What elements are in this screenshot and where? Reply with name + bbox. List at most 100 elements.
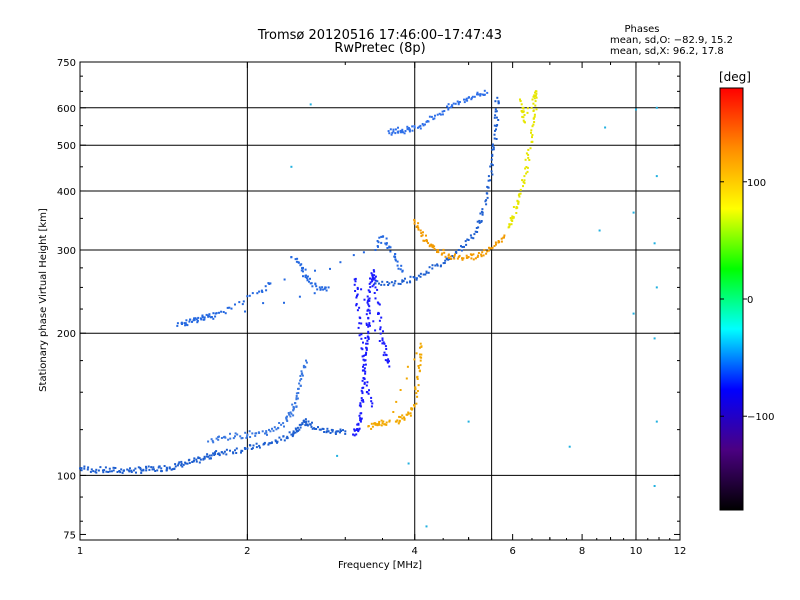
data-point (535, 90, 538, 93)
data-point (86, 468, 89, 471)
data-point (118, 470, 121, 472)
data-point (319, 288, 322, 291)
data-point (372, 320, 375, 323)
data-point (356, 428, 358, 431)
data-point (241, 303, 244, 306)
data-point (477, 254, 480, 257)
data-point (408, 130, 411, 133)
data-point (249, 436, 252, 438)
data-point (398, 415, 401, 418)
data-point (298, 382, 301, 385)
data-point (632, 211, 635, 214)
data-point (496, 96, 499, 99)
data-point (490, 170, 493, 173)
x-axis-label: Frequency [MHz] (338, 560, 422, 571)
data-point (290, 165, 293, 168)
phases-line-o: mean, sd,O: −82.9, 15.2 (610, 35, 733, 46)
data-point (325, 430, 328, 433)
y-tick-label: 750 (57, 58, 76, 69)
data-point (305, 359, 307, 362)
data-point (171, 468, 174, 471)
data-point (367, 330, 370, 333)
data-point (362, 369, 365, 372)
data-point (374, 279, 377, 282)
data-point (377, 313, 379, 315)
data-point (526, 107, 529, 110)
data-point (269, 430, 272, 433)
data-point (379, 326, 382, 329)
data-point (425, 525, 428, 528)
data-point (83, 467, 86, 470)
data-point (453, 257, 456, 260)
data-point (360, 399, 363, 402)
data-point (327, 430, 330, 433)
data-point (368, 291, 371, 293)
data-point (215, 450, 218, 453)
data-point (397, 130, 400, 133)
data-point (530, 129, 533, 132)
data-point (534, 91, 536, 94)
data-point (367, 289, 370, 292)
data-point (527, 156, 530, 159)
data-point (329, 432, 332, 434)
data-point (339, 431, 341, 434)
data-point (199, 458, 202, 461)
data-point (371, 402, 374, 405)
data-point (487, 175, 490, 178)
data-point (186, 324, 189, 327)
data-point (527, 153, 530, 156)
data-point (525, 166, 528, 168)
data-point (292, 432, 295, 435)
data-point (521, 179, 524, 182)
data-point (399, 283, 402, 285)
data-point (386, 361, 389, 364)
data-point (380, 235, 383, 238)
data-point (392, 128, 395, 131)
data-point (519, 98, 521, 101)
data-point (364, 337, 367, 339)
data-point (407, 412, 410, 415)
data-point (361, 355, 364, 358)
data-point (415, 392, 418, 395)
data-point (108, 467, 111, 470)
data-point (420, 235, 423, 238)
data-point (359, 404, 362, 407)
data-point (380, 283, 383, 286)
data-point (178, 461, 181, 464)
data-point (360, 412, 363, 415)
data-point (523, 175, 526, 178)
data-point (415, 226, 418, 228)
data-point (295, 397, 298, 400)
data-point (495, 243, 497, 246)
data-point (413, 276, 416, 279)
data-point (428, 115, 431, 118)
data-point (208, 454, 211, 457)
data-point (286, 420, 289, 422)
data-point (384, 359, 387, 362)
data-point (356, 423, 359, 426)
data-point (79, 467, 81, 470)
data-point (411, 407, 414, 410)
data-point (413, 125, 416, 128)
data-point (373, 292, 376, 294)
data-point (635, 108, 637, 111)
data-point (352, 254, 355, 257)
data-point (207, 455, 210, 458)
data-point (519, 188, 522, 191)
data-point (489, 179, 492, 182)
data-point (276, 440, 279, 443)
data-point (181, 323, 183, 325)
data-point (304, 418, 307, 421)
data-point (119, 471, 122, 474)
data-point (301, 423, 304, 425)
data-point (280, 438, 283, 441)
data-point (446, 105, 448, 108)
data-point (461, 246, 464, 248)
data-point (310, 425, 313, 428)
data-point (202, 458, 205, 461)
data-point (404, 277, 406, 280)
data-point (280, 423, 283, 426)
data-point (495, 128, 497, 131)
data-point (653, 242, 656, 245)
